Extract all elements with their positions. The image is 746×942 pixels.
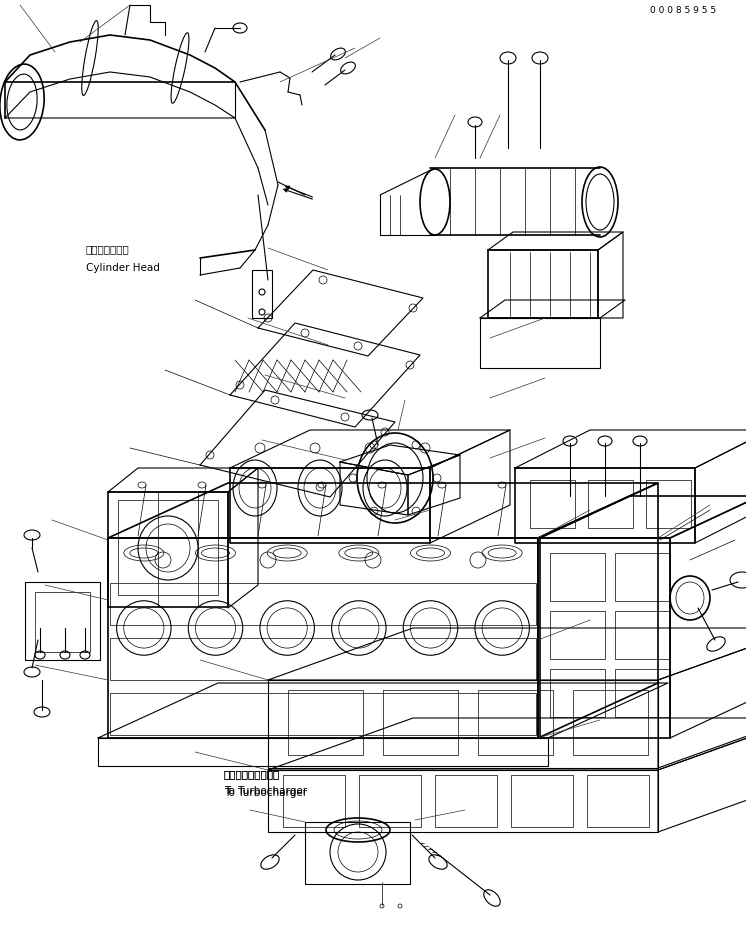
- Text: Cylinder Head: Cylinder Head: [86, 264, 160, 273]
- Bar: [511, 775, 573, 827]
- Bar: [550, 553, 605, 601]
- Bar: [110, 638, 536, 680]
- Bar: [646, 480, 691, 528]
- Bar: [118, 500, 218, 595]
- Bar: [615, 553, 670, 601]
- Bar: [283, 775, 345, 827]
- Bar: [615, 669, 670, 717]
- Bar: [615, 611, 670, 659]
- Bar: [108, 492, 228, 607]
- Bar: [488, 250, 598, 318]
- Bar: [480, 318, 600, 368]
- Bar: [25, 582, 100, 660]
- Bar: [550, 669, 605, 717]
- Bar: [98, 738, 548, 766]
- Bar: [305, 822, 410, 884]
- Bar: [588, 480, 633, 528]
- Bar: [435, 775, 497, 827]
- Text: To Turbocharger: To Turbocharger: [224, 787, 307, 796]
- Bar: [288, 690, 363, 755]
- Text: ターボチャージャへ: ターボチャージャへ: [224, 770, 280, 779]
- Bar: [478, 690, 553, 755]
- Bar: [383, 690, 458, 755]
- Bar: [573, 690, 648, 755]
- Bar: [110, 693, 536, 735]
- Bar: [359, 775, 421, 827]
- Bar: [252, 270, 272, 318]
- Text: ターボチャージャへ: ターボチャージャへ: [224, 770, 280, 779]
- Text: To Turbocharger: To Turbocharger: [224, 788, 307, 798]
- Bar: [530, 480, 575, 528]
- Bar: [587, 775, 649, 827]
- Text: 0 0 0 8 5 9 5 5: 0 0 0 8 5 9 5 5: [650, 7, 716, 15]
- Text: シリンダヘッド: シリンダヘッド: [86, 245, 130, 254]
- Bar: [110, 583, 536, 625]
- Bar: [550, 611, 605, 659]
- Bar: [35, 592, 90, 652]
